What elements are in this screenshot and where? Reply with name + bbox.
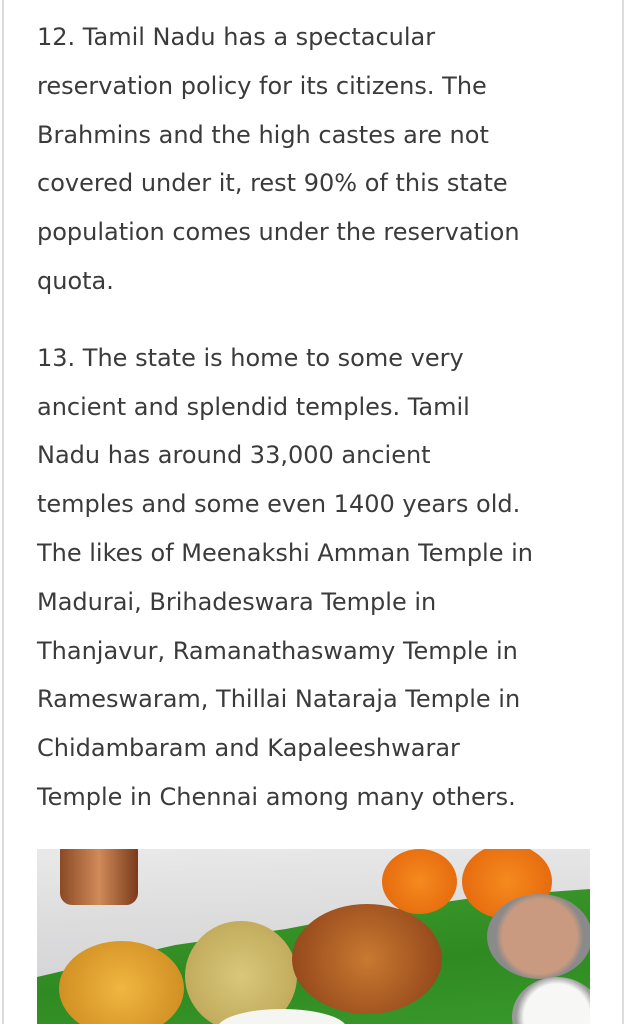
text-line: Brahmins and the high castes are not [37,120,489,149]
paragraph-12: 12. Tamil Nadu has a spectacular reserva… [37,13,597,306]
text-line: Rameswaram, Thillai Nataraja Temple in [37,685,521,714]
text-line: 13. The state is home to some very [37,343,464,372]
food-banana-leaf-image [37,849,590,1024]
copper-tumbler [60,849,138,905]
gravy-curry [292,904,442,1014]
text-line: Thanjavur, Ramanathaswamy Temple in [37,636,518,665]
text-line: Temple in Chennai among many others. [37,782,516,811]
paragraph-13: 13. The state is home to some very ancie… [37,334,597,822]
white-rice [217,1009,347,1024]
potato-curry [59,941,184,1024]
text-line: covered under it, rest 90% of this state [37,169,508,198]
marigold-flowers [382,849,457,914]
text-line: Madurai, Brihadeswara Temple in [37,587,437,616]
text-line: temples and some even 1400 years old. [37,490,521,519]
rasam-bowl [487,894,590,979]
text-line: The likes of Meenakshi Amman Temple in [37,538,533,567]
text-line: ancient and splendid temples. Tamil [37,392,470,421]
text-line: Nadu has around 33,000 ancient [37,441,431,470]
article-body: 12. Tamil Nadu has a spectacular reserva… [37,13,597,850]
text-line: 12. Tamil Nadu has a spectacular [37,23,436,51]
text-line: Chidambaram and Kapaleeshwarar [37,734,460,763]
text-line: reservation policy for its citizens. The [37,71,487,100]
text-line: quota. [37,266,114,295]
rice-dish [185,921,297,1024]
text-line: population comes under the reservation [37,218,520,247]
